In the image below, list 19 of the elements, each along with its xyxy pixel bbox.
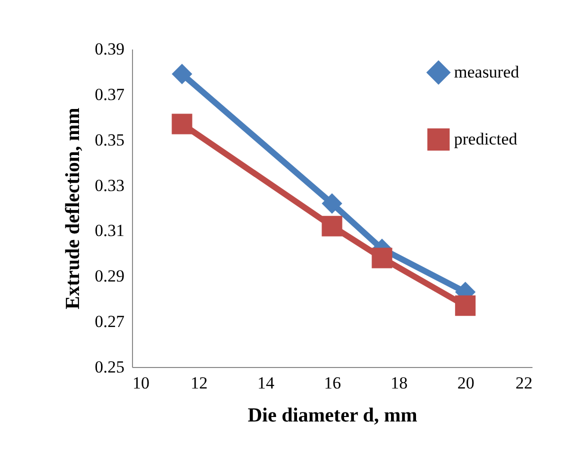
x-tick-label: 14 (257, 374, 275, 392)
y-tick-label: 0.25 (94, 358, 124, 376)
y-tick-label: 0.29 (94, 266, 124, 286)
x-axis-title: Die diameter d, mm (248, 404, 418, 426)
y-axis-title: Extrude deflection, mm (62, 107, 84, 310)
x-tick-label: 16 (324, 374, 341, 392)
x-tick-label: 18 (390, 374, 408, 392)
x-tick-label: 20 (457, 374, 474, 392)
legend-label: predicted (454, 130, 518, 148)
x-tick-label: 22 (516, 374, 532, 392)
x-tick-label: 10 (132, 374, 150, 392)
y-tick-label: 0.35 (94, 130, 124, 150)
y-tick-label: 0.31 (94, 221, 124, 240)
y-tick-label: 0.39 (94, 40, 124, 58)
x-tick-label: 12 (190, 374, 208, 392)
y-tick-label: 0.33 (94, 176, 124, 195)
y-tick-label: 0.27 (94, 312, 125, 332)
legend-label: measured (454, 62, 520, 82)
y-tick-label: 0.37 (94, 84, 125, 104)
